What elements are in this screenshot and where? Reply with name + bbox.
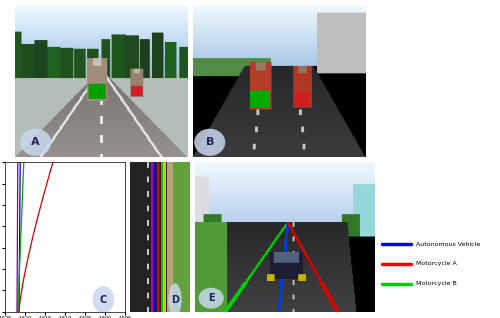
Text: B: B (206, 137, 214, 147)
Text: Autonomous Vehicle: Autonomous Vehicle (416, 242, 480, 247)
Text: E: E (208, 293, 214, 303)
Text: A: A (32, 137, 40, 147)
Circle shape (198, 288, 224, 309)
Circle shape (168, 283, 181, 316)
Circle shape (20, 129, 51, 156)
Circle shape (194, 129, 226, 156)
Circle shape (92, 286, 114, 313)
Text: Motorcycle A: Motorcycle A (416, 261, 457, 266)
Text: D: D (171, 295, 179, 305)
Text: C: C (100, 295, 107, 305)
Text: Motorcycle B: Motorcycle B (416, 281, 457, 286)
